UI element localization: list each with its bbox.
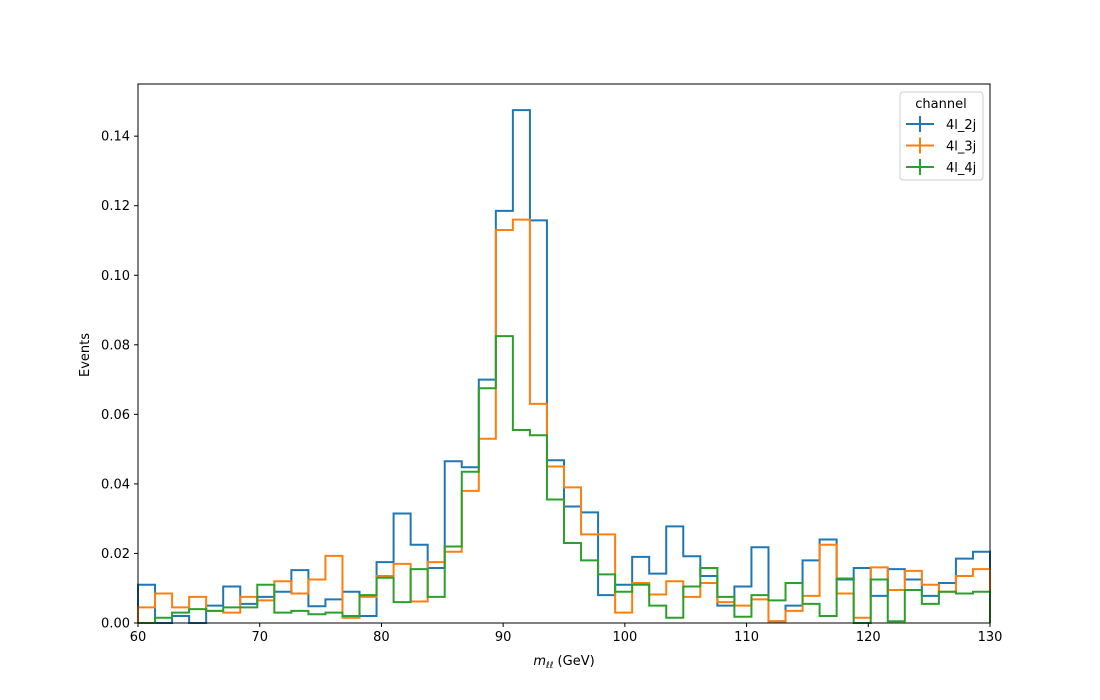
legend-label-4l_3j: 4l_3j [946,140,976,155]
legend: channel 4l_2j 4l_3j 4l_4j [899,91,984,181]
y-tick-label: 0.12 [101,199,130,214]
x-axis-label-unit: (GeV) [553,654,594,669]
x-tick-label: 70 [251,630,268,645]
y-axis-label: Events [78,333,93,377]
y-tick-label: 0.02 [101,547,130,562]
y-tick-label: 0.10 [101,269,130,284]
x-axis: 60 70 80 90 100 110 120 130 [130,623,1003,645]
legend-title: channel [915,97,966,112]
x-tick-label: 60 [130,630,147,645]
y-tick-label: 0.14 [101,130,130,145]
legend-label-4l_4j: 4l_4j [946,161,976,176]
y-tick-label: 0.06 [101,408,130,423]
x-tick-label: 110 [734,630,759,645]
series-line-4l_4j [138,335,991,624]
x-axis-label: mℓℓ (GeV) [533,654,594,671]
x-tick-label: 130 [978,630,1003,645]
y-tick-label: 0.08 [101,338,130,353]
legend-label-4l_2j: 4l_2j [946,118,976,133]
x-tick-label: 120 [856,630,881,645]
y-tick-label: 0.00 [101,617,130,632]
x-axis-label-main: m [533,654,546,669]
plot-frame [137,83,991,624]
y-axis: 0.00 0.02 0.04 0.06 0.08 0.10 0.12 0.14 [101,130,138,632]
x-tick-label: 100 [612,630,637,645]
legend-items: 4l_2j 4l_3j 4l_4j [906,116,976,176]
y-tick-label: 0.04 [101,477,130,492]
legend-box [899,91,984,181]
x-tick-label: 90 [495,630,512,645]
x-axis-label-sub: ℓℓ [545,661,553,671]
series-layer [137,109,991,624]
x-tick-label: 80 [373,630,390,645]
